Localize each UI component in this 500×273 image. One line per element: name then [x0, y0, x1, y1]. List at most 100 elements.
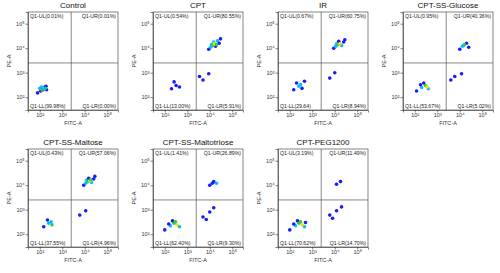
- panel: 10²10³10⁴10⁵10²10³10⁴10⁵Q1-UL(0.01%)Q1-U…: [6, 1, 119, 126]
- points: [278, 149, 368, 247]
- tick: 10⁵: [479, 110, 487, 118]
- event-point: [335, 182, 339, 186]
- event-point: [167, 222, 171, 226]
- gate-line: [196, 12, 197, 110]
- tick-label: 10⁴: [16, 182, 25, 188]
- tick-label: 10²: [286, 249, 294, 255]
- tick: 10⁵: [391, 21, 403, 27]
- plot-frame: [278, 12, 368, 110]
- quadrant-label: Q1-UR(80.55%): [204, 13, 241, 19]
- event-point: [299, 83, 303, 87]
- tick-label: 10³: [392, 70, 400, 76]
- event-point: [207, 72, 211, 76]
- tick-mark: [401, 24, 404, 25]
- event-point: [49, 220, 53, 224]
- tick-label: 10⁴: [456, 112, 465, 118]
- x-axis: 10²10³10⁴10⁵: [29, 110, 119, 118]
- panel-title: CPT-SS-Maltotriose: [163, 138, 234, 147]
- tick: 10⁵: [266, 21, 278, 27]
- tick: 10³: [267, 207, 278, 213]
- gate-line: [278, 199, 368, 200]
- event-point: [288, 228, 292, 232]
- panel: 10²10³10⁴10⁵10²10³10⁴10⁵Q1-UL(3.19%)Q1-U…: [256, 138, 369, 263]
- points: [28, 149, 118, 247]
- tick-label: 10²: [161, 112, 169, 118]
- tick-label: 10²: [17, 94, 25, 100]
- y-axis: 10²10³10⁴10⁵: [141, 150, 153, 248]
- tick-mark: [151, 73, 154, 74]
- tick: 10²: [142, 94, 153, 100]
- event-point: [299, 220, 303, 224]
- tick-label: 10⁵: [391, 21, 399, 27]
- event-point: [449, 78, 453, 82]
- event-point: [46, 218, 50, 222]
- tick-mark: [26, 210, 29, 211]
- axis-line: [26, 13, 29, 111]
- tick: 10²: [36, 247, 44, 255]
- tick: 10²: [411, 110, 419, 118]
- tick-label: 10²: [267, 231, 275, 237]
- gate-line: [321, 149, 322, 247]
- tick-label: 10⁴: [391, 45, 400, 51]
- tick: 10³: [17, 207, 28, 213]
- tick-label: 10⁴: [331, 112, 340, 118]
- tick-label: 10³: [17, 207, 25, 213]
- gate-line: [71, 12, 72, 110]
- quadrant-label: Q1-UL(1.41%): [155, 150, 189, 156]
- panel-title: CPT: [190, 1, 206, 10]
- tick: 10³: [184, 247, 192, 255]
- tick-mark: [276, 161, 279, 162]
- tick-label: 10⁴: [331, 249, 340, 255]
- tick-label: 10³: [434, 112, 442, 118]
- x-axis: 10²10³10⁴10⁵: [29, 247, 119, 255]
- tick: 10⁵: [354, 110, 362, 118]
- quadrant-label: Q1-LR(9.30%): [208, 240, 242, 246]
- tick-label: 10⁵: [479, 112, 487, 118]
- event-point: [458, 48, 462, 52]
- tick: 10⁵: [16, 21, 28, 27]
- event-point: [338, 42, 342, 46]
- tick-mark: [151, 97, 154, 98]
- quadrant-label: Q1-LR(8.94%): [333, 103, 367, 109]
- quadrant-label: Q1-LL(37.55%): [30, 240, 66, 246]
- tick: 10³: [17, 70, 28, 76]
- tick: 10⁴: [16, 182, 28, 188]
- tick-label: 10³: [184, 249, 192, 255]
- tick: 10³: [142, 207, 153, 213]
- tick-label: 10³: [267, 70, 275, 76]
- tick-label: 10²: [411, 112, 419, 118]
- y-axis: 10² 10³ 10⁴ 10⁵: [16, 13, 28, 111]
- tick: 10³: [59, 247, 67, 255]
- tick-mark: [276, 24, 279, 25]
- event-point: [461, 44, 465, 48]
- tick: 10⁴: [331, 247, 340, 255]
- tick: 10⁴: [331, 110, 340, 118]
- tick: 10⁵: [104, 247, 112, 255]
- y-axis-title: PE-A: [131, 191, 137, 204]
- tick: 10⁵: [16, 158, 28, 164]
- x-axis: 10²10³10⁴10⁵: [154, 110, 244, 118]
- tick: 10⁵: [229, 247, 237, 255]
- tick-mark: [26, 73, 29, 74]
- tick-label: 10⁵: [266, 158, 274, 164]
- quadrant-label: Q1-UR(0.01%): [82, 13, 117, 19]
- event-point: [333, 71, 337, 75]
- tick-label: 10⁴: [81, 112, 90, 118]
- tick-label: 10³: [142, 207, 150, 213]
- axis-line: [276, 150, 279, 248]
- tick-mark: [151, 234, 154, 235]
- tick-label: 10³: [309, 112, 317, 118]
- plot-frame: [278, 149, 368, 247]
- tick: 10⁴: [206, 110, 215, 118]
- event-point: [89, 178, 93, 182]
- points: [403, 12, 493, 110]
- tick: 10³: [59, 110, 67, 118]
- tick-label: 10⁵: [16, 158, 24, 164]
- tick: 10⁴: [456, 110, 465, 118]
- tick: 10²: [17, 231, 28, 237]
- event-point: [174, 84, 178, 88]
- quadrant-label: Q1-LR(14.70%): [330, 240, 367, 246]
- gate-line: [153, 199, 243, 200]
- y-axis: 10²10³10⁴10⁵: [391, 13, 403, 111]
- tick-label: 10⁴: [16, 45, 25, 51]
